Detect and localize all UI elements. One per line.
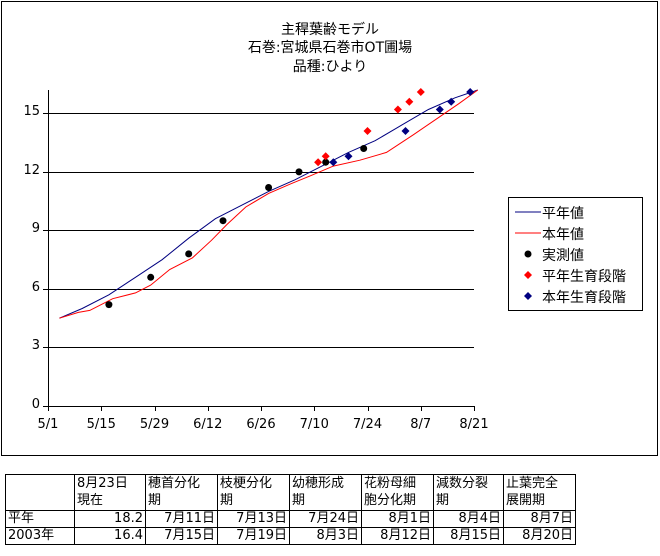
table-row-2003: 2003年 16.4 7月15日 7月19日 8月3日 8月12日 8月15日 … [5,527,576,545]
line-chart [43,88,479,411]
x-tick-label: 5/15 [86,417,116,432]
y-tick-label: 6 [31,279,40,295]
legend-item-normal-line: 平年値 [509,202,644,222]
x-tick-label: 8/21 [459,417,489,432]
table-cell-date: 7月15日 [145,527,218,545]
data-point-diamond [329,158,338,167]
data-point-diamond [363,127,372,135]
table-row-label: 2003年 [5,527,75,545]
legend-swatch-line-red [515,232,541,234]
data-point-circle [295,168,303,176]
table-header-cell: 減数分裂期 [433,474,504,511]
y-tick-label: 0 [31,397,40,412]
data-point-diamond [416,88,425,96]
y-tick-label: 9 [31,221,40,237]
chart-legend: 平年値 本年値 実測値 平年生育段階 本年生育段階 [508,197,643,311]
legend-item-current-stage: 本年生育段階 [509,286,644,306]
chart-title-line-1: 主稈葉齢モデル [281,22,379,38]
table-cell-date: 8月4日 [433,510,504,528]
data-point-circle [185,250,193,258]
series-line-0 [59,89,478,319]
legend-swatch-diamond-navy [524,292,532,300]
legend-swatch-circle-black [524,250,532,258]
legend-swatch-diamond-red [524,271,532,279]
data-point-diamond [435,105,444,114]
x-tick-label: 6/12 [193,417,223,432]
series-line-1 [59,89,479,319]
growth-stage-table: 8月23日 現在 穂首分化期 枝梗分化期 幼穂形成期 花粉母細 胞分化期 減数分裂期… [5,474,576,545]
legend-swatch-line-navy [515,211,541,213]
plot-area [48,90,474,406]
data-point-diamond [393,105,402,114]
y-tick-label: 3 [31,338,40,354]
data-point-circle [360,145,368,152]
chart-title-line-3: 品種:ひより [292,59,368,75]
table-cell-date: 8月20日 [503,527,576,545]
table-cell-date: 7月13日 [217,510,290,528]
legend-label: 本年生育段階 [542,290,626,306]
table-header-row: 8月23日 現在 穂首分化期 枝梗分化期 幼穂形成期 花粉母細 胞分化期 減数分裂期… [5,474,576,511]
data-point-diamond [401,127,410,135]
x-tick-label: 7/10 [299,417,329,432]
table-header-cell: 花粉母細 胞分化期 [361,474,434,511]
data-point-diamond [447,97,456,106]
y-tick-label: 15 [23,104,40,120]
data-point-circle [219,217,227,225]
x-tick-label: 8/7 [410,417,432,432]
table-cell-date: 8月12日 [361,527,434,545]
x-tick-label: 5/1 [37,417,59,432]
table-row-normal: 平年 18.2 7月11日 7月13日 7月24日 8月1日 8月4日 8月7日 [5,510,576,528]
table-cell-date: 7月19日 [217,527,290,545]
x-tick-label: 7/24 [352,417,383,432]
data-point-circle [322,158,330,166]
x-tick-label: 6/26 [246,417,276,432]
legend-item-measured: 実測値 [509,244,644,264]
table-header-cell: 止葉完全 展開期 [503,474,576,511]
legend-label: 実測値 [542,248,584,264]
table-cell-date: 7月24日 [289,510,362,528]
chart-title-line-2: 石巻:宮城県石巻市OT圃場 [247,40,413,56]
legend-label: 平年生育段階 [542,269,626,285]
data-point-diamond [321,152,330,161]
table-header-cell: 幼穂形成期 [289,474,362,511]
data-point-diamond [405,97,414,106]
table-cell-date: 7月11日 [145,510,218,528]
table-row-label: 平年 [5,510,75,528]
table-header-cell: 枝梗分化期 [217,474,290,511]
table-cell-date: 8月15日 [433,527,504,545]
table-header-cell [5,474,75,511]
legend-item-normal-stage: 平年生育段階 [509,265,644,285]
data-point-circle [265,184,273,191]
table-cell-leaf-age: 18.2 [74,510,146,528]
table-cell-date: 8月3日 [289,527,362,545]
table-header-cell: 穂首分化期 [145,474,218,511]
data-point-circle [105,301,113,309]
x-tick-label: 5/29 [139,417,170,432]
data-point-diamond [314,158,323,167]
legend-label: 本年値 [542,227,584,243]
data-point-diamond [466,88,475,96]
table-cell-leaf-age: 16.4 [74,527,146,545]
y-tick-label: 12 [23,162,40,178]
data-point-diamond [344,152,353,161]
legend-item-current-line: 本年値 [509,223,644,243]
legend-label: 平年値 [542,206,584,222]
table-cell-date: 8月1日 [361,510,434,528]
table-header-cell: 8月23日 現在 [74,474,146,511]
data-point-circle [147,273,155,281]
table-cell-date: 8月7日 [503,510,576,528]
